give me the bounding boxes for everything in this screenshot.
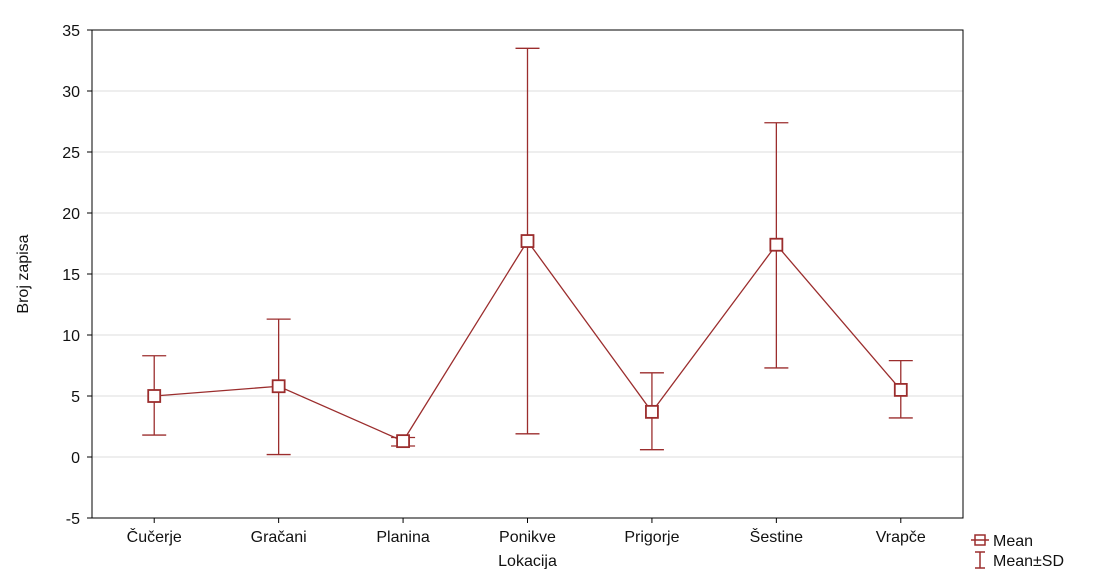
- mean-point-marker: [645, 404, 659, 419]
- plot-frame: [91, 29, 964, 519]
- y-tick-label: 15: [62, 267, 80, 284]
- mean-point-marker: [520, 234, 535, 248]
- mean-point-marker: [271, 379, 286, 394]
- x-axis-title: Lokacija: [498, 553, 557, 569]
- y-tick-label: 20: [62, 206, 80, 223]
- x-tick-label: Šestine: [750, 527, 803, 546]
- x-tick-label: Čučerje: [127, 527, 182, 546]
- y-axis-ticks: -5 0 5 10 15 20 25 30 35: [62, 23, 92, 528]
- y-tick-label: 35: [62, 23, 80, 40]
- mean-point-marker: [769, 237, 784, 252]
- legend-sd-entry: Mean±SD: [975, 551, 1064, 569]
- mean-point-marker: [893, 382, 908, 397]
- y-tick-label: 0: [71, 450, 80, 467]
- y-tick-label: 25: [62, 145, 80, 162]
- mean-point-marker: [396, 434, 410, 449]
- y-tick-label: 5: [71, 389, 80, 406]
- x-tick-label: Planina: [376, 529, 429, 546]
- x-tick-label: Vrapče: [876, 529, 926, 546]
- mean-markers: [147, 234, 908, 449]
- y-tick-label: 10: [62, 328, 80, 345]
- x-tick-label: Prigorje: [624, 529, 679, 546]
- y-tick-label: 30: [62, 84, 80, 101]
- x-tick-label: Gračani: [251, 529, 307, 546]
- mean-point-marker: [147, 389, 162, 403]
- legend-sd-label: Mean±SD: [993, 553, 1064, 569]
- y-axis-title: Broj zapisa: [15, 234, 32, 313]
- legend-mean-entry: Mean: [971, 533, 1033, 550]
- x-tick-label: Ponikve: [499, 529, 556, 546]
- legend-mean-label: Mean: [993, 533, 1033, 550]
- legend: Mean Mean±SD: [971, 533, 1064, 569]
- y-tick-label: -5: [66, 511, 80, 528]
- x-axis-ticks: Čučerje Gračani Planina Ponikve Prigorje Šest…: [127, 518, 926, 546]
